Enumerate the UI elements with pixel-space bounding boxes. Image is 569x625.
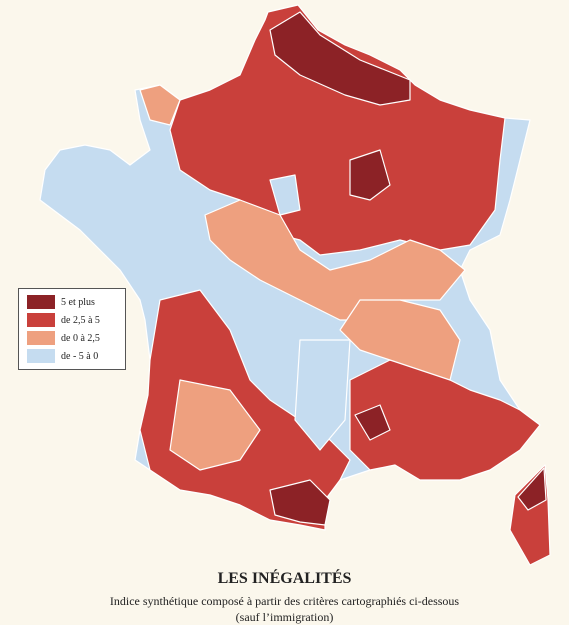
region	[269, 11, 411, 106]
region	[169, 379, 261, 471]
legend: 5 et plus de 2,5 à 5 de 0 à 2,5 de - 5 à 0	[18, 288, 126, 370]
region	[139, 84, 181, 126]
legend-swatch	[27, 295, 55, 309]
region	[294, 339, 351, 451]
legend-label: 5 et plus	[61, 296, 95, 308]
legend-label: de 0 à 2,5	[61, 332, 100, 344]
legend-swatch	[27, 349, 55, 363]
legend-entry: de 2,5 à 5	[27, 313, 119, 327]
legend-swatch	[27, 331, 55, 345]
subtitle: (sauf l’immigration)	[235, 610, 334, 624]
legend-label: de - 5 à 0	[61, 350, 99, 362]
legend-entry: 5 et plus	[27, 295, 119, 309]
legend-swatch	[27, 313, 55, 327]
map-title: LES INÉGALITÉS	[217, 570, 352, 587]
subtitle: Indice synthétique composé à partir des …	[109, 594, 460, 608]
region	[204, 199, 466, 321]
region	[349, 149, 391, 201]
region	[354, 404, 391, 441]
region	[269, 174, 301, 216]
legend-entry: de 0 à 2,5	[27, 331, 119, 345]
legend-entry: de - 5 à 0	[27, 349, 119, 363]
legend-label: de 2,5 à 5	[61, 314, 100, 326]
region	[269, 479, 331, 526]
corsica	[517, 467, 547, 511]
